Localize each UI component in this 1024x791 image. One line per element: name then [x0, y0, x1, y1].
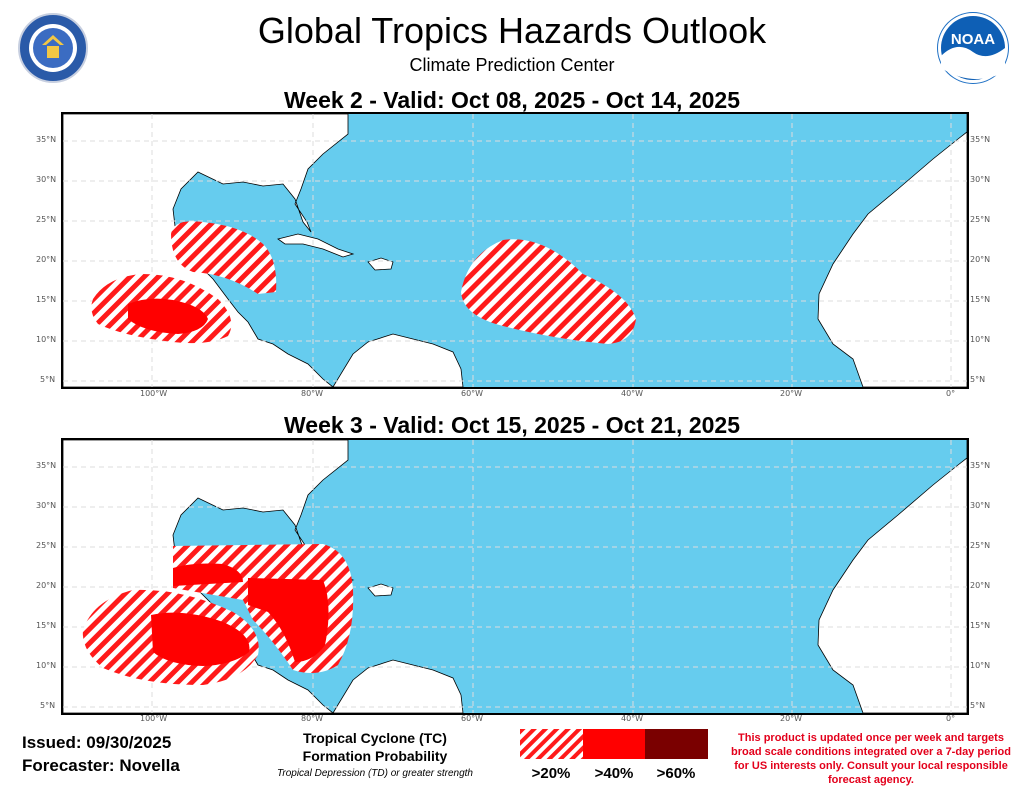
w2-lat-right-25: 25°N: [970, 215, 991, 224]
legend-swatch-20: [520, 729, 583, 759]
forecaster-name: Forecaster: Novella: [22, 756, 180, 775]
w2-lon-40w: 40°W: [621, 389, 644, 398]
south-america-land: [332, 659, 464, 713]
legend-title-line1: Tropical Cyclone (TC): [303, 730, 447, 746]
w3-lat-left-25: 25°N: [36, 541, 57, 550]
w2-lat-right-15: 15°N: [970, 295, 991, 304]
africa-land: [817, 114, 967, 387]
legend-note: Tropical Depression (TD) or greater stre…: [277, 768, 473, 779]
gulf-hazard-40: [173, 563, 243, 586]
caribbean-hazard-40: [248, 578, 329, 662]
w3-lon-80w: 80°W: [301, 714, 324, 723]
w2-lon-60w: 60°W: [461, 389, 484, 398]
w3-lat-left-30: 30°N: [36, 501, 57, 510]
africa-land: [817, 440, 967, 713]
disclaimer-text: This product is updated once per week an…: [731, 732, 1011, 786]
w2-lat-left-30: 30°N: [36, 175, 57, 184]
week2-map[interactable]: [61, 112, 969, 389]
w3-lat-right-15: 15°N: [970, 621, 991, 630]
w3-lat-left-5: 5°N: [40, 701, 56, 710]
atlantic-hazard-20: [461, 239, 636, 344]
week3-title: Week 3 - Valid: Oct 15, 2025 - Oct 21, 2…: [284, 412, 740, 438]
w2-lat-left-25: 25°N: [36, 215, 57, 224]
cuba-land: [277, 233, 355, 258]
week2-title: Week 2 - Valid: Oct 08, 2025 - Oct 14, 2…: [284, 87, 740, 113]
w3-lon-20w: 20°W: [780, 714, 803, 723]
week3-map[interactable]: [61, 438, 969, 715]
w2-lon-0: 0°: [946, 389, 956, 398]
w3-lon-0: 0°: [946, 714, 956, 723]
w3-lat-right-30: 30°N: [970, 501, 991, 510]
legend-label-40: >40%: [594, 765, 634, 782]
w2-lat-right-30: 30°N: [970, 175, 991, 184]
w2-lat-right-35: 35°N: [970, 135, 991, 144]
doc-seal-logo: [18, 13, 88, 83]
w2-lat-left-10: 10°N: [36, 335, 57, 344]
w2-lat-left-5: 5°N: [40, 375, 56, 384]
issued-date: Issued: 09/30/2025: [22, 733, 172, 752]
w3-lon-100w: 100°W: [140, 714, 168, 723]
noaa-logo: NOAA: [937, 12, 1009, 84]
w2-lat-left-35: 35°N: [36, 135, 57, 144]
w2-lon-100w: 100°W: [140, 389, 168, 398]
w3-lat-left-20: 20°N: [36, 581, 57, 590]
south-america-land: [332, 333, 464, 387]
w3-lat-left-10: 10°N: [36, 661, 57, 670]
w3-lat-right-25: 25°N: [970, 541, 991, 550]
page-subtitle: Climate Prediction Center: [409, 55, 615, 75]
legend-label-60: >60%: [656, 765, 696, 782]
page-title: Global Tropics Hazards Outlook: [257, 10, 767, 51]
w3-lat-left-35: 35°N: [36, 461, 57, 470]
epac-hazard-40: [128, 298, 208, 334]
legend-label-20: >20%: [531, 765, 571, 782]
hispaniola-land: [367, 583, 394, 597]
noaa-logo-text: NOAA: [951, 31, 995, 48]
hispaniola-land: [367, 257, 394, 271]
w3-lat-left-15: 15°N: [36, 621, 57, 630]
w3-lon-40w: 40°W: [621, 714, 644, 723]
gulf-hazard-20: [171, 221, 277, 294]
w3-lat-right-35: 35°N: [970, 461, 991, 470]
legend-swatches: [520, 729, 708, 759]
w3-lat-right-20: 20°N: [970, 581, 991, 590]
epac-hazard-40: [151, 612, 250, 666]
w2-lat-right-20: 20°N: [970, 255, 991, 264]
w2-lat-right-5: 5°N: [970, 375, 986, 384]
w2-lat-left-15: 15°N: [36, 295, 57, 304]
w2-lat-right-10: 10°N: [970, 335, 991, 344]
w2-lon-80w: 80°W: [301, 389, 324, 398]
w3-lat-right-5: 5°N: [970, 701, 986, 710]
w2-lon-20w: 20°W: [780, 389, 803, 398]
legend-swatch-60: [645, 729, 708, 759]
w3-lon-60w: 60°W: [461, 714, 484, 723]
w2-lat-left-20: 20°N: [36, 255, 57, 264]
legend-title-line2: Formation Probability: [302, 748, 448, 764]
w3-lat-right-10: 10°N: [970, 661, 991, 670]
legend-swatch-40: [583, 729, 645, 759]
